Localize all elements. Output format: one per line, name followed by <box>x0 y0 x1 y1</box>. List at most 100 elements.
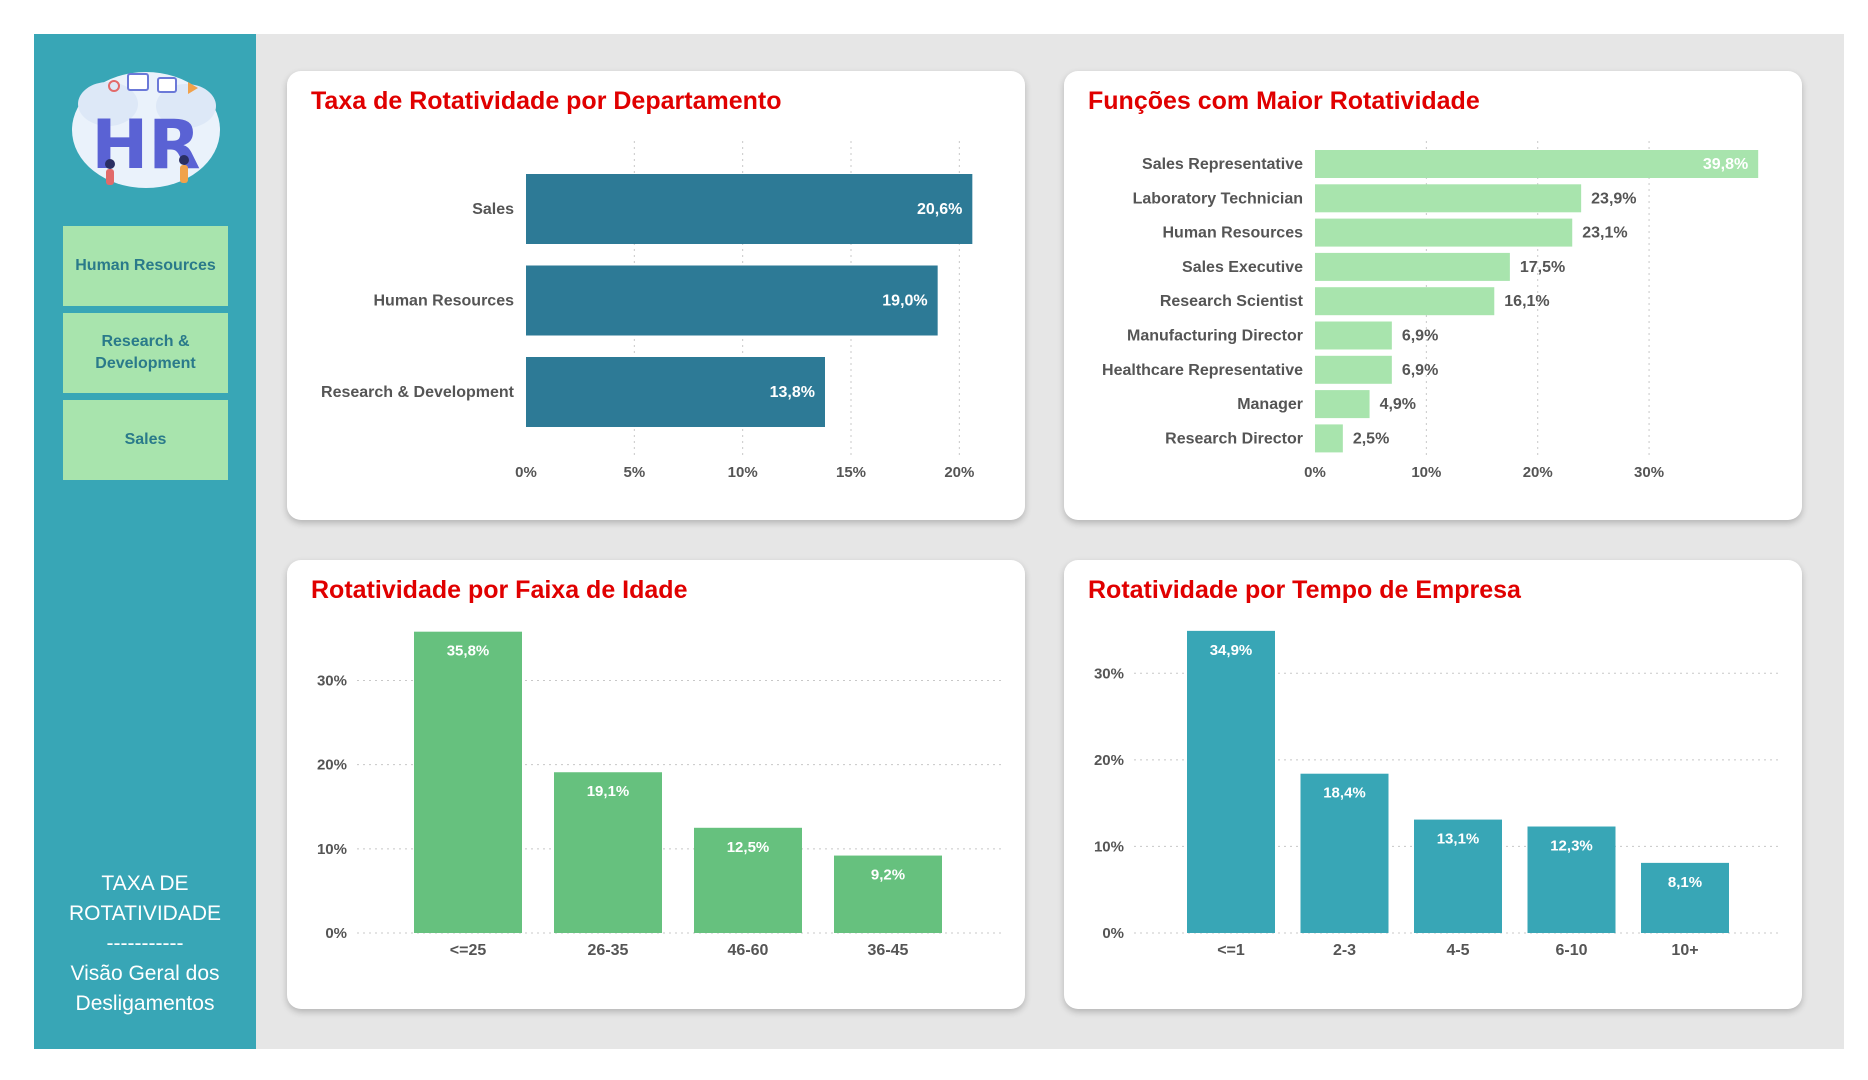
category-label-healthcare-representative: Healthcare Representative <box>1102 362 1303 379</box>
data-label-sales: 20,6% <box>917 201 962 218</box>
x-tick-label: 20% <box>944 464 974 481</box>
x-tick-label-4-5: 4-5 <box>1446 942 1469 959</box>
category-label-laboratory-technician: Laboratory Technician <box>1133 190 1303 207</box>
x-tick-label-26-35: 26-35 <box>588 942 629 959</box>
chart-title-department: Taxa de Rotatividade por Departamento <box>311 87 782 115</box>
data-label-research-director: 2,5% <box>1353 430 1389 447</box>
data-label-sales-representative: 39,8% <box>1703 156 1748 173</box>
chart-card-age: Rotatividade por Faixa de Idade 0% 10% 20%… <box>287 560 1025 1009</box>
chart-department-svg: 0% 5% 10% 15% 20% Sales 20,6% Human Resources 19… <box>321 141 974 481</box>
bar-46-60 <box>694 827 802 933</box>
x-tick-label: 10% <box>728 464 758 481</box>
x-tick-label-2-3: 2-3 <box>1333 942 1356 959</box>
x-tick-label-36-45: 36-45 <box>868 942 909 959</box>
data-label-human-resources: 23,1% <box>1582 225 1627 242</box>
bar-research-director <box>1315 424 1343 453</box>
x-tick-label-1: <=1 <box>1217 942 1245 959</box>
x-tick-label: 5% <box>623 464 645 481</box>
bar-2-3 <box>1300 773 1389 933</box>
bar-sales <box>526 174 973 244</box>
x-tick-label: 0% <box>515 464 537 481</box>
bar-sales-executive <box>1315 252 1510 281</box>
y-tick-label: 20% <box>317 757 347 774</box>
data-label-1: 34,9% <box>1210 642 1253 659</box>
category-label-sales: Sales <box>472 201 514 218</box>
category-label-manufacturing-director: Manufacturing Director <box>1127 328 1303 345</box>
bar-sales-representative <box>1315 150 1759 178</box>
data-label-46-60: 12,5% <box>727 839 770 856</box>
bar-26-35 <box>554 772 662 933</box>
chart-title-roles: Funções com Maior Rotatividade <box>1088 87 1480 115</box>
chart-card-tenure: Rotatividade por Tempo de Empresa 0% 10% 2… <box>1064 560 1802 1009</box>
nav-button-research-development[interactable]: Research & Development <box>63 313 228 393</box>
bar-manufacturing-director <box>1315 321 1392 350</box>
y-tick-label: 30% <box>317 673 347 690</box>
y-tick-label: 0% <box>325 925 347 942</box>
category-label-manager: Manager <box>1237 396 1303 413</box>
nav-button-human-resources[interactable]: Human Resources <box>63 226 228 306</box>
bar-human-resources <box>526 265 938 336</box>
data-label-10: 8,1% <box>1668 874 1702 891</box>
bar-6-10 <box>1527 826 1616 933</box>
footer-separator: ----------- <box>106 932 184 955</box>
chart-card-roles: Funções com Maior Rotatividade 0% 10% 20% 3… <box>1064 71 1802 520</box>
bar-human-resources <box>1315 218 1573 247</box>
data-label-26-35: 19,1% <box>587 783 630 800</box>
bar-laboratory-technician <box>1315 184 1582 213</box>
chart-tenure-svg: 0% 10% 20% 30% 34,9% <=1 18,4% 2-3 13,1% 4-5 12,3%… <box>1094 630 1779 959</box>
x-tick-label: 0% <box>1304 464 1326 481</box>
y-tick-label: 20% <box>1094 752 1124 769</box>
sidebar: HR Human Resources Research & Developmen… <box>34 34 256 1049</box>
data-label-2-3: 18,4% <box>1323 785 1366 802</box>
category-label-sales-representative: Sales Representative <box>1142 156 1303 173</box>
bar-10 <box>1641 862 1729 933</box>
x-tick-label-10: 10+ <box>1671 942 1698 959</box>
data-label-36-45: 9,2% <box>871 867 905 884</box>
bar-4-5 <box>1414 819 1502 933</box>
category-label-research-scientist: Research Scientist <box>1160 293 1304 310</box>
bar-36-45 <box>834 855 942 933</box>
y-tick-label: 10% <box>1094 838 1124 855</box>
y-tick-label: 0% <box>1102 925 1124 942</box>
x-tick-label: 30% <box>1634 464 1664 481</box>
chart-roles-svg: 0% 10% 20% 30% Sales Representative 39,8% Labo… <box>1102 141 1759 481</box>
chart-age-svg: 0% 10% 20% 30% 35,8% <=25 19,1% 26-35 12,5% 46-60… <box>317 631 1002 959</box>
data-label-sales-executive: 17,5% <box>1520 259 1565 276</box>
x-tick-label-6-10: 6-10 <box>1555 942 1587 959</box>
x-tick-label: 10% <box>1411 464 1441 481</box>
bar-25 <box>414 631 522 933</box>
category-label-research-development: Research & Development <box>321 384 515 401</box>
data-label-research-scientist: 16,1% <box>1504 293 1549 310</box>
data-label-laboratory-technician: 23,9% <box>1591 190 1636 207</box>
data-label-25: 35,8% <box>447 643 490 660</box>
category-label-sales-executive: Sales Executive <box>1182 259 1303 276</box>
chart-title-tenure: Rotatividade por Tempo de Empresa <box>1088 576 1521 604</box>
dashboard-frame: HR Human Resources Research & Developmen… <box>34 34 1844 1049</box>
report-subtitle: Visão Geral dos Desligamentos <box>70 962 220 1015</box>
chart-card-department: Taxa de Rotatividade por Departamento 0%… <box>287 71 1025 520</box>
x-tick-label-46-60: 46-60 <box>728 942 769 959</box>
data-label-manager: 4,9% <box>1380 396 1416 413</box>
data-label-human-resources: 19,0% <box>882 293 927 310</box>
data-label-research-development: 13,8% <box>770 384 815 401</box>
bar-research-development <box>526 357 825 427</box>
data-label-4-5: 13,1% <box>1437 831 1480 848</box>
category-label-human-resources: Human Resources <box>1163 225 1304 242</box>
bar-1 <box>1187 630 1275 933</box>
category-label-human-resources: Human Resources <box>374 293 515 310</box>
bar-manager <box>1315 390 1370 419</box>
data-label-manufacturing-director: 6,9% <box>1402 328 1438 345</box>
data-label-healthcare-representative: 6,9% <box>1402 362 1438 379</box>
category-label-research-director: Research Director <box>1165 430 1303 447</box>
x-tick-label-25: <=25 <box>450 942 487 959</box>
hr-logo: HR <box>68 64 224 194</box>
bar-research-scientist <box>1315 287 1495 316</box>
chart-title-age: Rotatividade por Faixa de Idade <box>311 576 688 604</box>
y-tick-label: 30% <box>1094 665 1124 682</box>
bar-healthcare-representative <box>1315 355 1392 384</box>
sidebar-footer: TAXA DE ROTATIVIDADE ----------- Visão G… <box>34 869 256 1019</box>
nav-button-sales[interactable]: Sales <box>63 400 228 480</box>
data-label-6-10: 12,3% <box>1550 838 1593 855</box>
x-tick-label: 15% <box>836 464 866 481</box>
x-tick-label: 20% <box>1523 464 1553 481</box>
